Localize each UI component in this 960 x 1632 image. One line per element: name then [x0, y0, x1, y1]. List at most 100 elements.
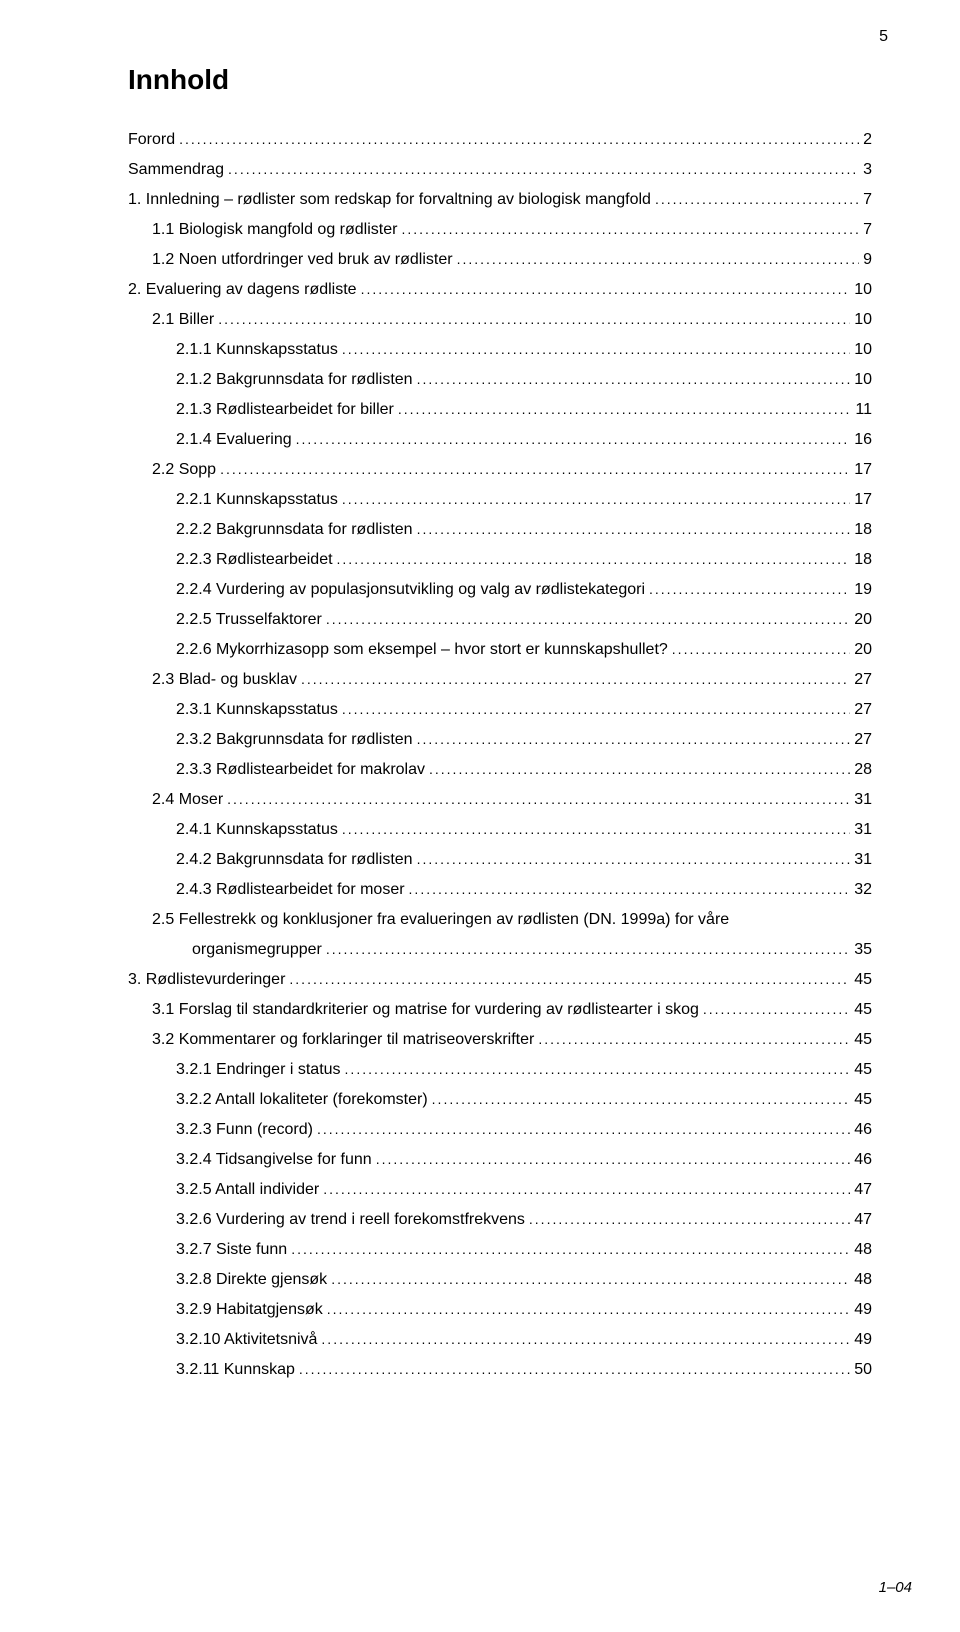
- toc-label: 3.2.5 Antall individer: [176, 1182, 319, 1198]
- toc-row: 2.2.4 Vurdering av populasjonsutvikling …: [128, 582, 872, 598]
- toc-row: organismegrupper 35: [128, 942, 872, 958]
- toc-page: 45: [854, 1032, 872, 1048]
- toc-page: 20: [854, 642, 872, 658]
- toc-leader: [672, 642, 850, 658]
- toc-row: 2.4.2 Bakgrunnsdata for rødlisten 31: [128, 852, 872, 868]
- toc-row: 2. Evaluering av dagens rødliste10: [128, 282, 872, 298]
- toc-label: 3.2.3 Funn (record): [176, 1122, 313, 1138]
- toc-page: 49: [854, 1302, 872, 1318]
- toc-row: 2.2.2 Bakgrunnsdata for rødlisten18: [128, 522, 872, 538]
- toc-row: 2.2.6 Mykorrhizasopp som eksempel – hvor…: [128, 642, 872, 658]
- toc-leader: [323, 1182, 850, 1198]
- toc-row: 3.2.5 Antall individer 47: [128, 1182, 872, 1198]
- toc-page: 47: [854, 1182, 872, 1198]
- toc-label: 3. Rødlistevurderinger: [128, 972, 285, 988]
- toc-label: 3.2.9 Habitatgjensøk: [176, 1302, 323, 1318]
- toc-leader: [417, 852, 851, 868]
- toc-label: 2.2 Sopp: [152, 462, 216, 478]
- toc-page: 48: [854, 1242, 872, 1258]
- toc-label: 3.2.8 Direkte gjensøk: [176, 1272, 327, 1288]
- toc-page: 7: [863, 192, 872, 208]
- toc-page: 17: [854, 462, 872, 478]
- toc-leader: [301, 672, 850, 688]
- toc-label: 3.2.11 Kunnskap: [176, 1362, 295, 1378]
- toc-label: 2.2.3 Rødlistearbeidet: [176, 552, 333, 568]
- toc-row: 1.2 Noen utfordringer ved bruk av rødlis…: [128, 252, 872, 268]
- toc-leader: [326, 942, 850, 958]
- toc-label: organismegrupper: [192, 942, 322, 958]
- toc-page: 45: [854, 1092, 872, 1108]
- toc-label: 1.1 Biologisk mangfold og rødlister: [152, 222, 397, 238]
- toc-leader: [296, 432, 851, 448]
- toc-row: 2.4.3 Rødlistearbeidet for moser32: [128, 882, 872, 898]
- toc-page: 32: [854, 882, 872, 898]
- toc-label: 3.2.6 Vurdering av trend i reell forekom…: [176, 1212, 525, 1228]
- toc-leader: [376, 1152, 851, 1168]
- toc-page: 9: [863, 252, 872, 268]
- toc-label: 3.2.1 Endringer i status: [176, 1062, 341, 1078]
- table-of-contents: Forord2Sammendrag31. Innledning – rødlis…: [128, 132, 872, 1378]
- toc-page: 10: [854, 312, 872, 328]
- toc-leader: [361, 282, 851, 298]
- toc-label: 2. Evaluering av dagens rødliste: [128, 282, 357, 298]
- toc-label: 2.4 Moser: [152, 792, 223, 808]
- toc-page: 3: [863, 162, 872, 178]
- toc-leader: [649, 582, 850, 598]
- toc-page: 31: [854, 852, 872, 868]
- toc-label: 2.4.2 Bakgrunnsdata for rødlisten: [176, 852, 413, 868]
- toc-leader: [655, 192, 859, 208]
- toc-page: 27: [854, 732, 872, 748]
- toc-leader: [342, 822, 850, 838]
- toc-label: 2.1.4 Evaluering: [176, 432, 292, 448]
- toc-leader: [342, 702, 850, 718]
- toc-row: 2.1.1 Kunnskapsstatus10: [128, 342, 872, 358]
- toc-leader: [457, 252, 860, 268]
- toc-label: 2.2.5 Trusselfaktorer: [176, 612, 322, 628]
- toc-row: 2.4.1 Kunnskapsstatus31: [128, 822, 872, 838]
- toc-row: 3.2.2 Antall lokaliteter (forekomster)45: [128, 1092, 872, 1108]
- toc-leader: [409, 882, 851, 898]
- toc-leader: [227, 792, 850, 808]
- toc-leader: [299, 1362, 850, 1378]
- toc-leader: [417, 732, 851, 748]
- toc-row: 3.2.6 Vurdering av trend i reell forekom…: [128, 1212, 872, 1228]
- toc-label: 3.2 Kommentarer og forklaringer til matr…: [152, 1032, 534, 1048]
- toc-row: 3.2.8 Direkte gjensøk48: [128, 1272, 872, 1288]
- toc-leader: [342, 342, 850, 358]
- toc-label: 3.2.7 Siste funn: [176, 1242, 287, 1258]
- toc-label: 2.1 Biller: [152, 312, 214, 328]
- toc-label: 2.2.1 Kunnskapsstatus: [176, 492, 338, 508]
- toc-leader: [331, 1272, 850, 1288]
- toc-row: 3.2.7 Siste funn 48: [128, 1242, 872, 1258]
- toc-label: 3.2.4 Tidsangivelse for funn: [176, 1152, 372, 1168]
- toc-label: 2.2.2 Bakgrunnsdata for rødlisten: [176, 522, 413, 538]
- toc-page: 45: [854, 972, 872, 988]
- footer-code: 1–04: [879, 1579, 912, 1596]
- toc-page: 50: [854, 1362, 872, 1378]
- toc-page: 7: [863, 222, 872, 238]
- toc-row: Forord2: [128, 132, 872, 148]
- toc-row: 2.3 Blad- og busklav27: [128, 672, 872, 688]
- toc-page: 45: [854, 1062, 872, 1078]
- toc-page: 10: [854, 372, 872, 388]
- toc-row: 2.2.3 Rødlistearbeidet18: [128, 552, 872, 568]
- toc-label: 2.4.1 Kunnskapsstatus: [176, 822, 338, 838]
- toc-page: 46: [854, 1152, 872, 1168]
- toc-page: 16: [854, 432, 872, 448]
- toc-row: 3.2.4 Tidsangivelse for funn 46: [128, 1152, 872, 1168]
- toc-leader: [291, 1242, 850, 1258]
- toc-label: 2.3.3 Rødlistearbeidet for makrolav: [176, 762, 425, 778]
- toc-label: 2.3.1 Kunnskapsstatus: [176, 702, 338, 718]
- toc-leader: [220, 462, 850, 478]
- toc-page: 11: [855, 402, 872, 418]
- toc-leader: [401, 222, 859, 238]
- toc-leader: [345, 1062, 851, 1078]
- toc-row: 3.1 Forslag til standardkriterier og mat…: [128, 1002, 872, 1018]
- toc-row: 3.2 Kommentarer og forklaringer til matr…: [128, 1032, 872, 1048]
- toc-row: 2.2 Sopp 17: [128, 462, 872, 478]
- toc-row: 3. Rødlistevurderinger 45: [128, 972, 872, 988]
- toc-row: 1. Innledning – rødlister som redskap fo…: [128, 192, 872, 208]
- toc-leader: [538, 1032, 850, 1048]
- toc-page: 35: [854, 942, 872, 958]
- toc-row: 2.1 Biller 10: [128, 312, 872, 328]
